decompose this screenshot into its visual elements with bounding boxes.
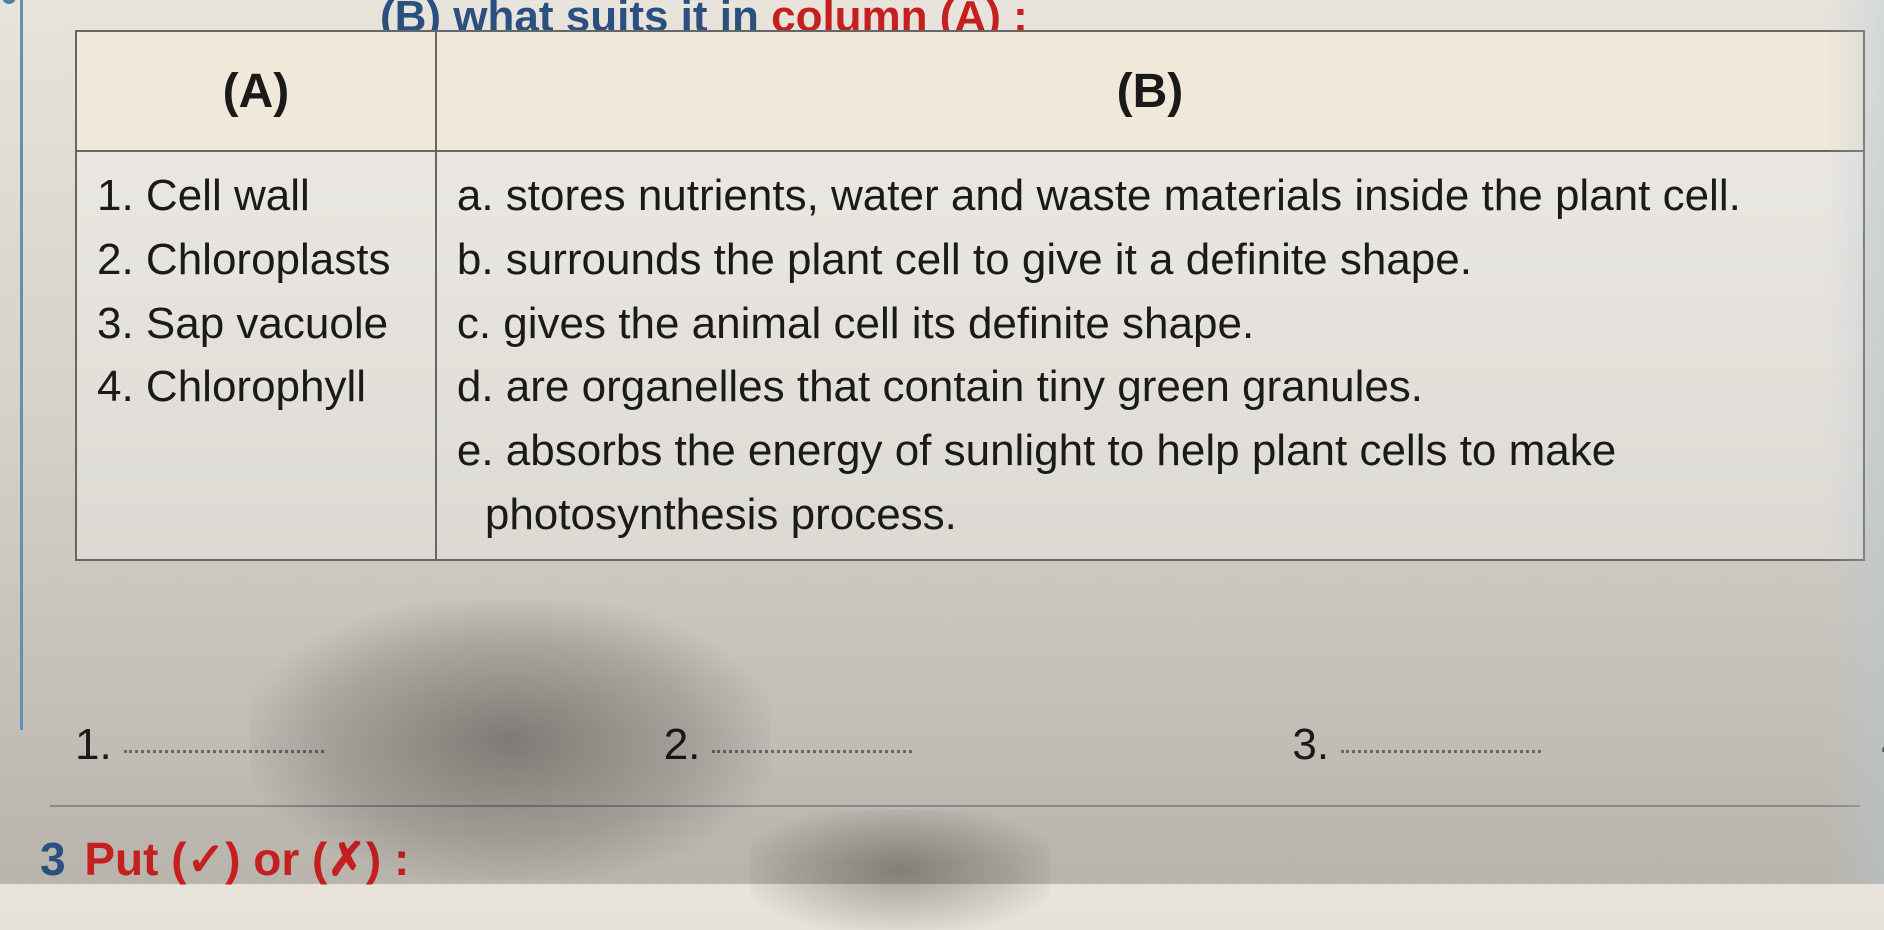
- answer-label-3: 3.: [1292, 720, 1329, 770]
- table-header-row: (A) (B): [76, 31, 1864, 151]
- item-b-e: e. absorbs the energy of sunlight to hel…: [457, 419, 1843, 547]
- left-margin-line: [20, 0, 23, 730]
- header-col-a: (A): [76, 31, 436, 151]
- item-b-a: a. stores nutrients, water and waste mat…: [457, 164, 1843, 228]
- answer-label-2: 2.: [664, 720, 701, 770]
- next-section-title: 3 Put (✓) or (✗) :: [40, 832, 409, 886]
- section-divider: [50, 805, 1860, 807]
- page-container: (B) what suits it in column (A) : (A) (B…: [0, 0, 1884, 884]
- margin-bullet: [2, 0, 16, 4]
- photo-shadow-2: [750, 810, 1050, 930]
- answer-blank-3[interactable]: 3.: [1292, 720, 1541, 770]
- answer-row: 1. 2. 3. 4.: [75, 720, 1865, 770]
- answer-label-1: 1.: [75, 720, 112, 770]
- item-b-c: c. gives the animal cell its definite sh…: [457, 292, 1843, 356]
- column-b-cell: a. stores nutrients, water and waste mat…: [436, 151, 1864, 560]
- item-a-3: 3. Sap vacuole: [97, 292, 415, 356]
- item-a-4: 4. Chlorophyll: [97, 355, 415, 419]
- dotted-line-3: [1341, 750, 1541, 753]
- item-b-b: b. surrounds the plant cell to give it a…: [457, 228, 1843, 292]
- item-a-2: 2. Chloroplasts: [97, 228, 415, 292]
- matching-table: (A) (B) 1. Cell wall 2. Chloroplasts 3. …: [75, 30, 1865, 561]
- footer-number: 3: [40, 833, 66, 885]
- dotted-line-2: [712, 750, 912, 753]
- item-a-1: 1. Cell wall: [97, 164, 415, 228]
- column-a-cell: 1. Cell wall 2. Chloroplasts 3. Sap vacu…: [76, 151, 436, 560]
- dotted-line-1: [124, 750, 324, 753]
- header-col-b: (B): [436, 31, 1864, 151]
- item-b-d: d. are organelles that contain tiny gree…: [457, 355, 1843, 419]
- footer-label: Put (✓) or (✗) :: [84, 833, 409, 885]
- table-body-row: 1. Cell wall 2. Chloroplasts 3. Sap vacu…: [76, 151, 1864, 560]
- answer-blank-2[interactable]: 2.: [664, 720, 913, 770]
- answer-blank-1[interactable]: 1.: [75, 720, 324, 770]
